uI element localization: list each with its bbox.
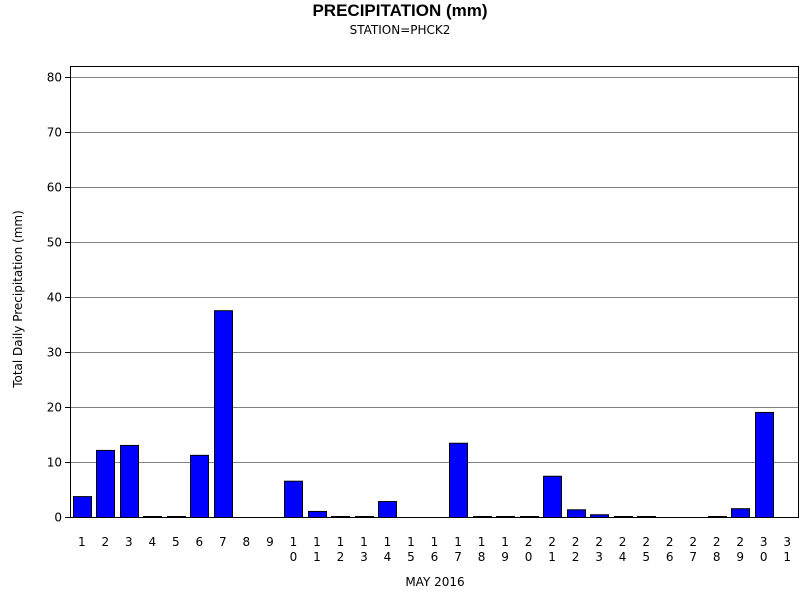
bar-day-29 <box>731 508 750 519</box>
x-tick-label: 8 <box>243 535 251 549</box>
bar-day-2 <box>96 449 115 518</box>
bars <box>73 310 774 519</box>
bar-day-11 <box>308 510 327 519</box>
bar-day-21 <box>543 475 562 518</box>
bar-day-30 <box>755 411 774 519</box>
x-tick-label: 9 <box>266 535 274 549</box>
y-tick-label: 70 <box>47 126 62 140</box>
bar-day-22 <box>567 509 586 518</box>
y-tick-label: 30 <box>47 346 62 360</box>
grid-lines <box>70 77 799 463</box>
x-tick-label: 5 <box>172 535 180 549</box>
x-axis-title: MAY 2016 <box>405 575 465 589</box>
y-tick-label: 40 <box>47 291 62 305</box>
y-tick-label: 0 <box>54 511 62 525</box>
x-ticks: 1 2 3 4 5 6 7 8 9 1 01 11 21 31 41 51 61 71 81 92 02 12 22 32 42… <box>78 535 791 564</box>
bar-day-1 <box>73 496 92 519</box>
bar-day-17 <box>449 442 468 518</box>
x-tick-label: 2 <box>101 535 109 549</box>
chart-title: PRECIPITATION (mm) <box>312 1 488 20</box>
bar-day-3 <box>120 444 139 519</box>
x-tick-label: 7 <box>219 535 227 549</box>
bar-day-10 <box>284 480 303 519</box>
y-tick-label: 50 <box>47 236 62 250</box>
y-tick-label: 80 <box>47 71 62 85</box>
axes <box>70 66 799 518</box>
x-tick-label: 4 <box>148 535 156 549</box>
y-ticks: 0 10 20 30 40 50 60 70 80 <box>47 71 70 525</box>
chart-subtitle: STATION=PHCK2 <box>349 23 451 37</box>
y-tick-label: 10 <box>47 456 62 470</box>
y-tick-label: 60 <box>47 181 62 195</box>
bar-day-6 <box>190 454 209 519</box>
x-tick-label: 3 <box>125 535 133 549</box>
bar-day-7 <box>214 310 233 519</box>
y-tick-label: 20 <box>47 401 62 415</box>
x-tick-label: 6 <box>196 535 204 549</box>
bar-day-14 <box>378 501 397 518</box>
x-tick-label: 1 <box>78 535 86 549</box>
